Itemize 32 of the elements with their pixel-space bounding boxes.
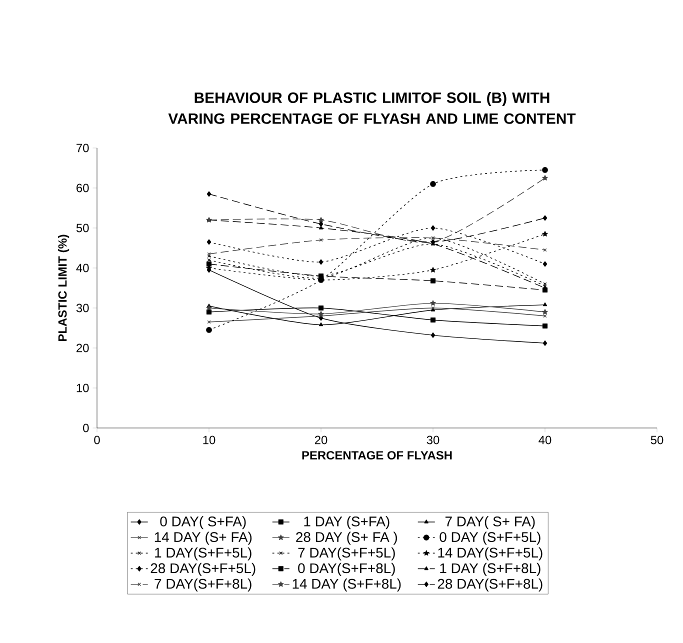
y-tick-label: 10 [76, 384, 89, 392]
legend-label: 14 DAY (S+F+8L) [292, 578, 401, 592]
x-tick-label: 30 [426, 436, 440, 444]
y-tick-label: 0 [83, 424, 89, 432]
legend-label: 0 DAY (S+F+5L) [440, 532, 540, 545]
x-tick-label: 50 [650, 436, 664, 444]
legend-label: 28 DAY (S+ FA ) [296, 532, 397, 545]
x-axis-title: PERCENTAGE OF FLYASH [302, 451, 452, 460]
y-tick-label: 50 [76, 224, 89, 232]
x-tick-label: 40 [538, 436, 552, 444]
legend-label: 1 DAY (S+F+8L) [440, 562, 540, 576]
legend-label: 28 DAY(S+F+8L) [438, 578, 542, 592]
x-tick-label: 0 [94, 436, 100, 444]
x-tick-label: 20 [314, 436, 328, 444]
y-tick-label: 30 [76, 304, 89, 312]
y-tick-label: 40 [76, 264, 89, 272]
x-tick-label: 10 [203, 436, 216, 444]
y-tick-label: 20 [76, 344, 89, 352]
legend-label: 7 DAY(S+F+8L) [154, 578, 252, 592]
legend-label: 7 DAY(S+F+5L) [298, 547, 395, 560]
y-tick-label: 70 [76, 144, 89, 152]
y-tick-label: 60 [76, 184, 89, 192]
legend-label: 14 DAY(S+F+5L) [438, 547, 542, 560]
legend-label: 14 DAY (S+ FA) [154, 532, 252, 545]
legend-label: 7 DAY( S+ FA) [445, 516, 535, 530]
legend-label: 28 DAY(S+F+5L) [150, 562, 256, 576]
legend-label: 0 DAY(S+F+8L) [298, 562, 395, 576]
y-axis-title: PLASTIC LIMIT (%) [58, 234, 70, 341]
chart-title: BEHAVIOUR OF PLASTIC LIMITOF SOIL (B) WITH VARING PERCENTAGE OF FLYASH AND LIME CONTENT [168, 92, 576, 124]
legend-label: 1 DAY(S+F+5L) [155, 547, 252, 560]
legend-label: 0 DAY( S+FA) [160, 516, 246, 530]
legend-label: 1 DAY (S+FA) [304, 516, 390, 530]
